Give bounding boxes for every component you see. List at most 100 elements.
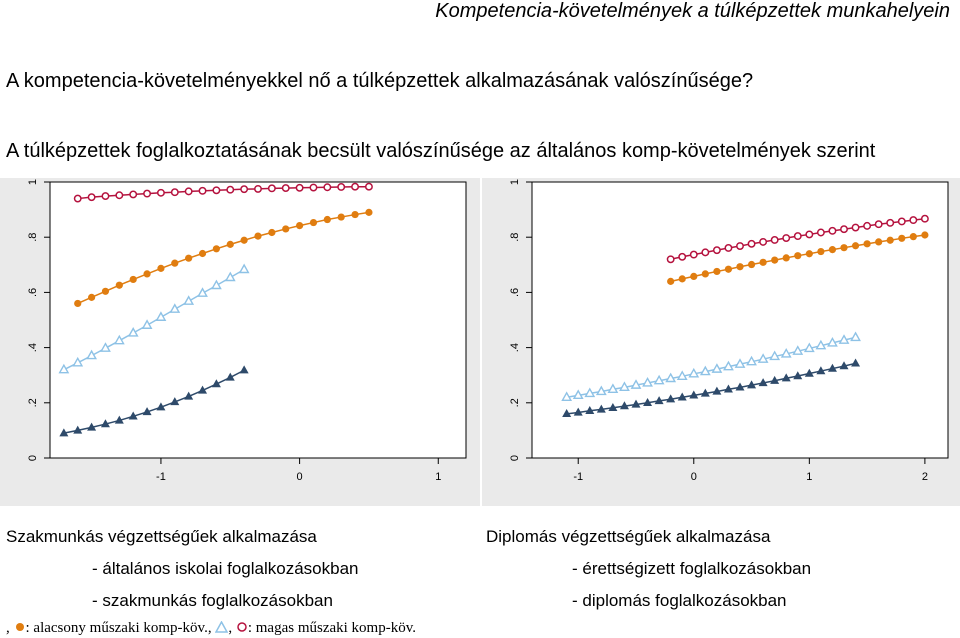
data-point [115,281,123,289]
legend-text-low: : alacsony műszaki komp-köv., [25,620,212,636]
data-point [886,218,895,227]
legend-text-high: : magas műszaki komp-köv. [247,620,416,636]
data-point [184,391,194,400]
data-point [282,225,290,233]
chart-right-panel: 0 .2 .4 .6 .8 1 -1 0 1 2 [482,178,960,506]
y-tick-label: .8 [27,233,39,242]
chart-subtitle: A túlképzettek foglalkoztatásának becsül… [6,140,876,162]
data-point [804,368,814,377]
caption-right-title: Diplomás végzettségűek alkalmazása [486,527,771,546]
caption-right-item-2: - diplomás foglalkozásokban [572,591,787,610]
data-point [920,214,929,223]
data-point [295,183,304,192]
data-point [226,185,235,194]
data-point [198,385,208,394]
data-point [759,258,767,266]
data-point [88,293,96,301]
data-point [281,184,290,193]
data-point [115,191,124,200]
data-point [309,183,318,192]
data-point [267,184,276,193]
data-point [712,386,722,395]
data-point [142,407,152,416]
caption-left-item-1: - általános iskolai foglalkozásokban [92,559,359,578]
legend-sep: , [228,620,233,636]
data-point [268,228,276,237]
data-point [86,349,97,360]
caption-left-title: Szakmunkás végzettségűek alkalmazása [6,527,317,546]
data-point [771,256,779,264]
data-point [794,252,802,260]
data-point [143,189,152,198]
x-tick-label: -1 [573,471,583,483]
data-point [156,188,165,197]
open-triangle-icon [215,620,229,637]
data-point [184,187,193,196]
data-point [792,345,804,355]
data-point [735,382,745,391]
data-point [734,358,746,368]
data-point [185,254,193,262]
data-point [815,339,827,350]
data-point [666,255,675,264]
data-point [782,254,790,262]
data-point [689,390,699,399]
data-point [171,259,179,267]
data-point [736,263,744,271]
data-point [643,398,653,406]
data-point [701,270,709,278]
data-point [759,237,768,246]
data-point [816,228,825,237]
data-point [59,428,69,437]
data-point [746,355,757,366]
data-point [224,271,236,282]
y-tick-label: .2 [27,398,39,407]
y-tick-label: .8 [509,233,521,242]
data-point [254,184,262,193]
data-point [595,385,607,396]
data-point [197,287,208,297]
data-point [596,404,606,413]
y-tick-label: .2 [509,398,521,407]
data-point [225,372,235,381]
data-point [113,334,125,345]
data-point [701,248,710,257]
chart-left-panel: 0 .2 .4 .6 .8 1 -1 0 1 [0,178,480,506]
data-point [630,379,642,389]
x-tick-label: -1 [156,471,166,483]
data-point [747,239,756,248]
filled-circle-icon [14,620,26,637]
y-tick-label: 0 [27,455,39,461]
data-point [562,409,572,418]
data-point [863,221,872,230]
data-point [364,182,373,191]
legend-prefix: , [6,620,10,636]
data-point [585,406,595,415]
data-point [875,238,883,246]
data-point [747,380,757,389]
data-point [619,401,629,410]
data-point [665,372,677,383]
data-point [351,210,359,219]
data-point [724,244,733,252]
data-point [793,232,802,241]
data-point [58,363,70,374]
data-point [736,242,744,250]
data-point [212,186,221,195]
y-tick-label: .6 [27,288,39,297]
page-title: Kompetencia-követelmények a túlképzettek… [435,0,950,22]
data-point [212,245,220,253]
data-point [254,232,262,240]
data-point [781,373,791,382]
data-point [74,299,82,308]
data-point [87,193,96,202]
data-point [198,249,207,258]
data-point [351,182,360,191]
data-point [678,275,686,283]
data-point [572,389,584,400]
data-point [780,348,792,358]
data-point [770,375,780,384]
data-point [169,303,181,313]
data-point [805,250,813,258]
caption-left-item-2: - szakmunkás foglalkozásokban [92,591,333,610]
